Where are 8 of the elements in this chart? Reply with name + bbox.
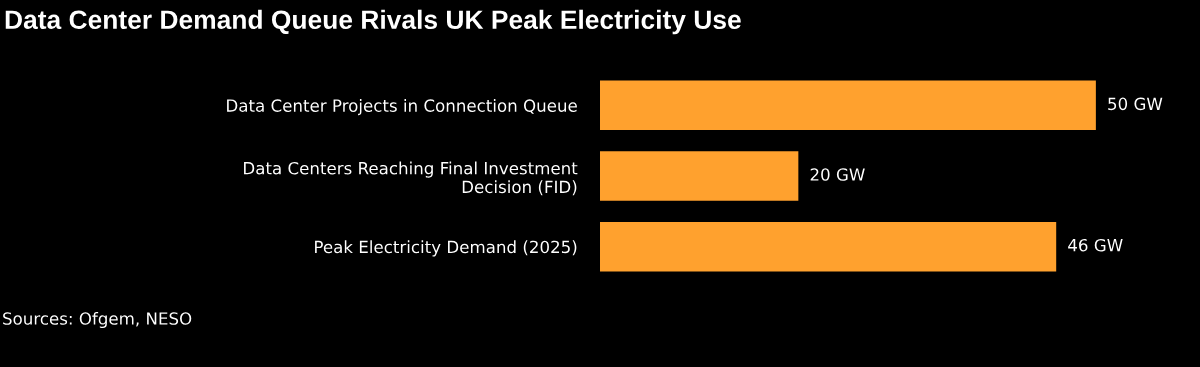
data-label: 46 GW (1068, 238, 1123, 252)
y-tick-label: Peak Electricity Demand (2025) (315, 240, 577, 257)
data-label: 50 GW (1108, 97, 1163, 111)
source-note: Sources: Ofgem, NESO (3, 311, 192, 329)
data-label: 20 GW (810, 168, 865, 181)
text: Data Center Demand Queue Rivals UK Peak Electricity Use (5, 9, 741, 35)
y-tick-label: Data Centers Reaching Final Investment Decision (FID) (244, 161, 578, 196)
y-tick-label: Data Center Projects in Connection Queue (227, 99, 577, 116)
